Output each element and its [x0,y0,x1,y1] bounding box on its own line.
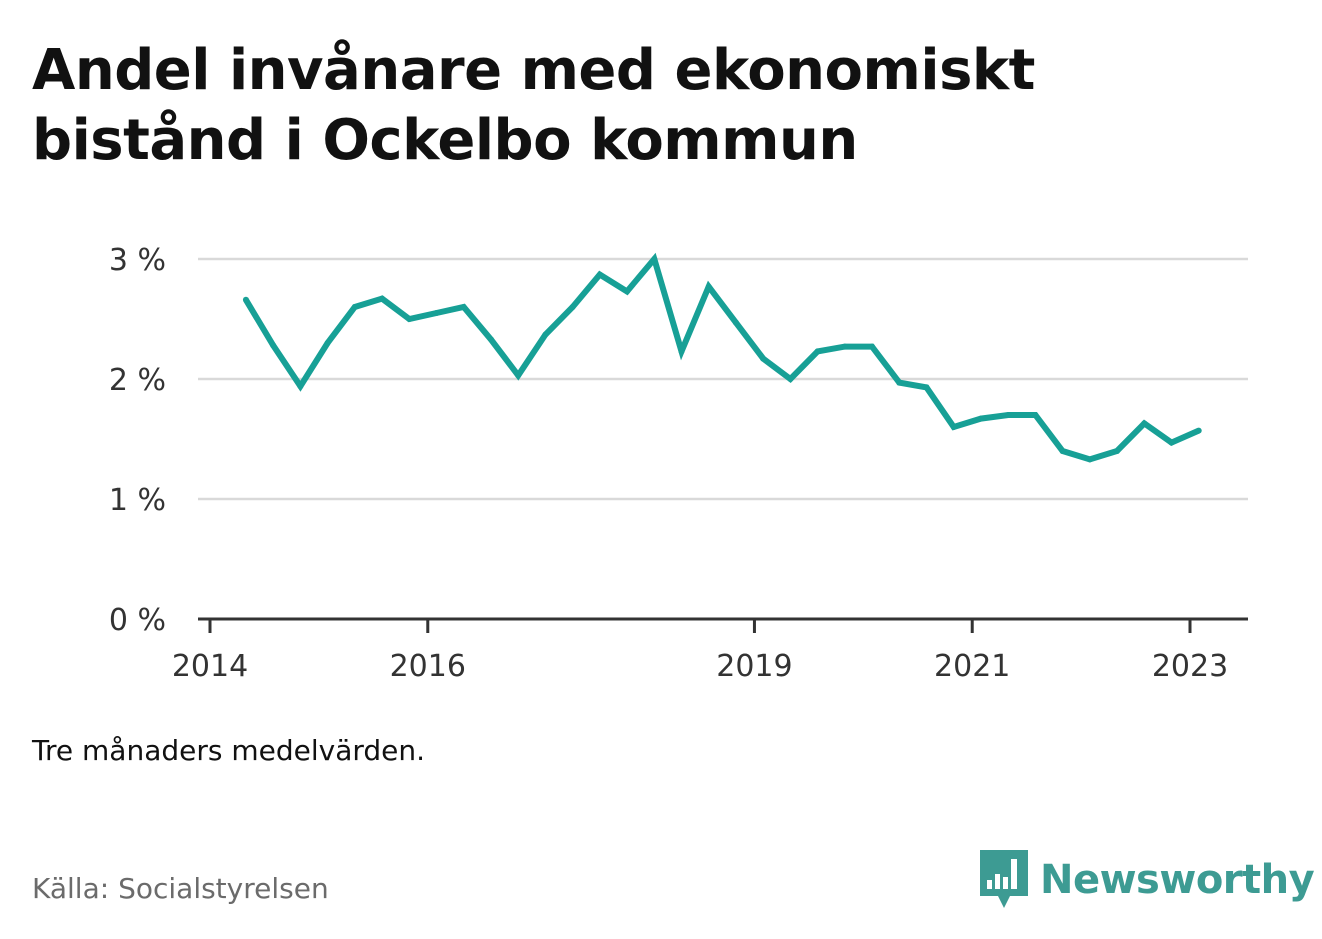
x-tick-label: 2023 [1152,649,1228,684]
data-point [515,372,522,379]
data-point [732,319,739,326]
data-point [433,310,440,316]
data-point [351,304,358,310]
data-point [406,316,413,322]
data-point [1168,439,1175,446]
x-tick-label: 2019 [716,649,792,684]
data-point [787,376,794,382]
chart-note: Tre månaders medelvärden. [32,734,426,767]
gridlines [198,257,1248,501]
x-tick-label: 2016 [390,649,466,684]
series-layer [242,252,1202,463]
data-point [651,256,658,262]
data-point [270,342,277,349]
data-point [950,424,957,430]
data-point [896,379,903,386]
data-point [977,415,984,422]
source-credit: Källa: Socialstyrelsen [32,872,329,905]
data-point [814,348,821,355]
line-chart: 0 % 1 % 2 % 3 % 2014 2016 2019 2021 2023 [109,243,1248,684]
newsworthy-logo-icon [980,850,1028,908]
data-point [379,295,386,302]
brand-logo[interactable]: Newsworthy [980,850,1315,910]
data-point [1195,427,1202,434]
x-axis-ticks: 2014 2016 2019 2021 2023 [172,619,1228,684]
data-point [678,348,685,355]
brand-name: Newsworthy [1040,857,1315,903]
y-axis-labels: 0 % 1 % 2 % 3 % [109,243,166,638]
data-point [923,384,930,391]
data-point [760,355,767,362]
data-point [460,304,467,310]
data-point [487,336,494,343]
data-point [1059,448,1066,454]
y-tick-label: 2 % [109,363,166,398]
y-tick-label: 0 % [109,603,166,638]
data-point [242,296,249,303]
data-point [324,340,331,346]
data-point [1114,448,1121,454]
y-tick-label: 3 % [109,243,166,278]
data-point [569,304,576,310]
y-tick-label: 1 % [109,483,166,518]
data-point [542,331,549,338]
x-tick-label: 2014 [172,649,248,684]
data-point [705,283,712,290]
data-point [1005,412,1012,418]
data-point [1141,420,1148,427]
data-point [869,343,876,350]
data-point [297,383,304,390]
data-point [596,271,603,278]
data-point [841,343,848,350]
data-point [1032,412,1039,418]
x-tick-label: 2021 [934,649,1010,684]
data-point [624,288,631,295]
data-point [1086,456,1093,463]
series-line [243,252,1200,463]
chart-title: Andel invånare med ekonomiskt bistånd i … [32,38,1035,173]
